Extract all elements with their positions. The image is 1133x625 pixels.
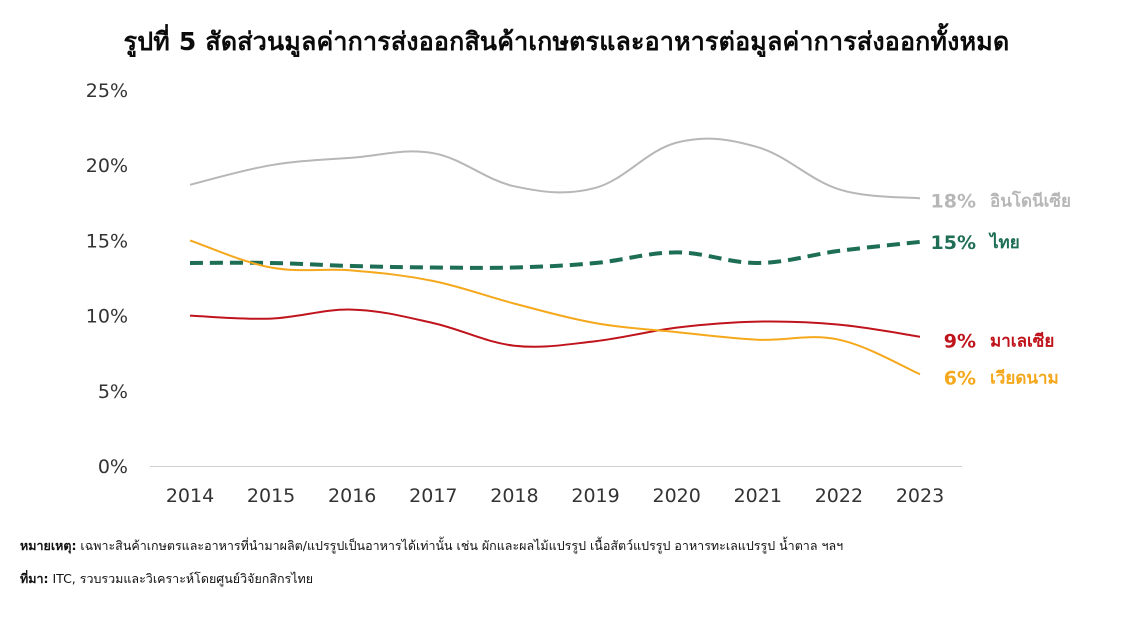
x-tick-label: 2019 — [571, 485, 619, 507]
chart-title: รูปที่ 5 สัดส่วนมูลค่าการส่งออกสินค้าเกษ… — [123, 27, 1010, 56]
series-line-3 — [189, 239, 921, 376]
series-name-label: มาเลเซีย — [990, 331, 1054, 352]
y-tick-label: 25% — [86, 80, 128, 102]
series-line-0 — [189, 137, 921, 200]
y-tick-label: 10% — [86, 306, 128, 328]
series-end-value: 9% — [944, 331, 976, 353]
x-tick-label: 2014 — [166, 485, 214, 507]
x-tick-label: 2017 — [409, 485, 457, 507]
y-tick-label: 0% — [98, 456, 128, 478]
y-tick-label: 20% — [86, 155, 128, 177]
source-text: ITC, รวบรวมและวิเคราะห์โดยศูนย์วิจัยกสิก… — [48, 571, 314, 586]
source-note: ที่มา: ITC, รวบรวมและวิเคราะห์โดยศูนย์วิ… — [20, 569, 313, 589]
series-line-1 — [189, 239, 921, 270]
y-axis: 0% 5% 10% 15% 20% 25% — [86, 80, 128, 478]
series-end-value: 6% — [944, 367, 976, 389]
footnote-text: เฉพาะสินค้าเกษตรและอาหารที่นำมาผลิต/แปรร… — [76, 538, 844, 553]
series-line-2 — [189, 308, 921, 348]
source-label: ที่มา: — [20, 571, 49, 586]
footnote-label: หมายเหตุ: — [20, 538, 77, 553]
footnote: หมายเหตุ: เฉพาะสินค้าเกษตรและอาหารที่นำม… — [20, 536, 843, 556]
series-end-labels: 18% อินโดนีเซีย 15% ไทย 9% มาเลเซีย 6% เวียดนาม — [931, 190, 1071, 389]
x-tick-label: 2016 — [328, 485, 376, 507]
series-name-label: อินโดนีเซีย — [990, 190, 1071, 211]
x-axis: 2014 2015 2016 2017 2018 2019 2020 2021 2022 2023 — [166, 485, 944, 507]
series-end-value: 18% — [931, 190, 976, 212]
y-tick-label: 15% — [86, 230, 128, 252]
x-tick-label: 2023 — [896, 485, 944, 507]
series-name-label: เวียดนาม — [990, 367, 1059, 388]
series-name-label: ไทย — [988, 232, 1020, 253]
series-end-value: 15% — [931, 232, 976, 254]
series-lines — [189, 137, 921, 376]
x-tick-label: 2022 — [815, 485, 863, 507]
y-tick-label: 5% — [98, 381, 128, 403]
x-tick-label: 2021 — [734, 485, 782, 507]
x-tick-label: 2015 — [247, 485, 295, 507]
x-tick-label: 2020 — [652, 485, 700, 507]
x-tick-label: 2018 — [490, 485, 538, 507]
